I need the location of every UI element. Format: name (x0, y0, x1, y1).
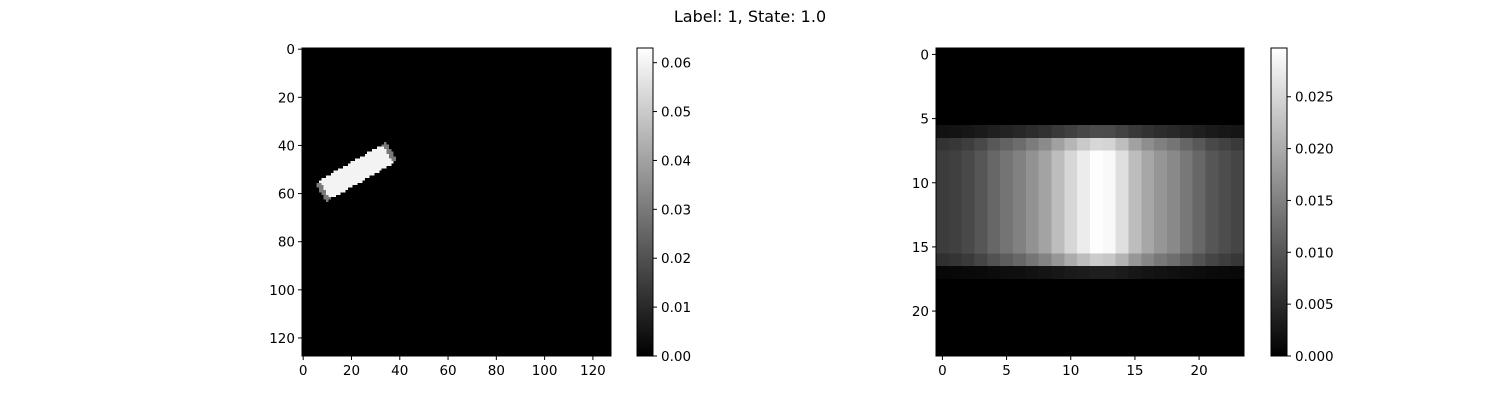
right-colorbar-gradient (1271, 48, 1287, 356)
right-colorbar-tick-label: 0.015 (1295, 193, 1334, 209)
right-x-tick-label: 10 (1062, 363, 1079, 379)
left-y-tick-label: 80 (278, 235, 295, 251)
left-colorbar-tick-label: 0.05 (661, 105, 691, 121)
left-y-tick-label: 120 (269, 331, 295, 347)
right-y-tick-label: 0 (920, 47, 929, 63)
left-colorbar: 0.00 0.01 0.02 0.03 0.04 0.05 0.06 (636, 47, 691, 365)
right-y-tick-label: 20 (912, 304, 929, 320)
left-colorbar-tick-label: 0.03 (661, 202, 691, 218)
right-image-panel: 0 5 10 15 20 0 5 10 15 20 (912, 47, 1245, 379)
left-y-tick-label: 0 (286, 42, 295, 58)
left-y-tick-label: 100 (269, 283, 295, 299)
right-colorbar-tick-label: 0.005 (1295, 297, 1334, 313)
left-colorbar-axis: 0.00 0.01 0.02 0.03 0.04 0.05 0.06 (653, 56, 691, 365)
left-x-tick-label: 60 (439, 363, 456, 379)
left-x-tick-label: 100 (532, 363, 558, 379)
left-x-tick-label: 40 (391, 363, 408, 379)
left-x-axis: 0 20 40 60 80 100 120 (299, 356, 606, 379)
left-y-tick-label: 40 (278, 138, 295, 154)
left-x-tick-label: 80 (488, 363, 505, 379)
left-y-axis: 0 20 40 60 80 100 120 (269, 42, 302, 347)
right-colorbar-axis: 0.000 0.005 0.010 0.015 0.020 0.025 (1287, 90, 1334, 365)
left-colorbar-tick-label: 0.00 (661, 349, 691, 365)
right-colorbar-frame (1270, 47, 1288, 357)
left-colorbar-tick-label: 0.06 (661, 56, 691, 72)
right-x-axis: 0 5 10 15 20 (938, 356, 1208, 379)
left-y-tick-label: 20 (278, 90, 295, 106)
right-axes-frame (935, 47, 1245, 357)
right-y-tick-label: 10 (912, 176, 929, 192)
left-axes-frame (301, 47, 612, 357)
right-heatmap-image (936, 48, 1244, 356)
left-colorbar-tick-label: 0.01 (661, 300, 691, 316)
left-colorbar-tick-label: 0.02 (661, 251, 691, 267)
figure-title: Label: 1, State: 1.0 (674, 7, 826, 26)
left-colorbar-frame (636, 47, 654, 357)
right-x-tick-label: 15 (1126, 363, 1143, 379)
right-y-tick-label: 15 (912, 240, 929, 256)
right-colorbar-tick-label: 0.000 (1295, 349, 1334, 365)
right-x-tick-label: 0 (938, 363, 947, 379)
left-colorbar-gradient (637, 48, 653, 356)
right-x-tick-label: 5 (1002, 363, 1011, 379)
right-y-tick-label: 5 (920, 112, 929, 128)
right-colorbar-tick-label: 0.025 (1295, 90, 1334, 106)
right-colorbar-tick-label: 0.020 (1295, 142, 1334, 158)
right-x-tick-label: 20 (1190, 363, 1207, 379)
right-y-axis: 0 5 10 15 20 (912, 47, 936, 320)
left-x-tick-label: 120 (580, 363, 606, 379)
right-colorbar: 0.000 0.005 0.010 0.015 0.020 0.025 (1270, 47, 1334, 365)
left-x-tick-label: 0 (299, 363, 308, 379)
left-image-panel: 0 20 40 60 80 100 120 0 20 40 60 80 100 120 (269, 42, 612, 379)
right-colorbar-tick-label: 0.010 (1295, 245, 1334, 261)
left-heatmap-image (302, 48, 611, 356)
left-x-tick-label: 20 (343, 363, 360, 379)
left-colorbar-tick-label: 0.04 (661, 153, 691, 169)
left-y-tick-label: 60 (278, 187, 295, 203)
